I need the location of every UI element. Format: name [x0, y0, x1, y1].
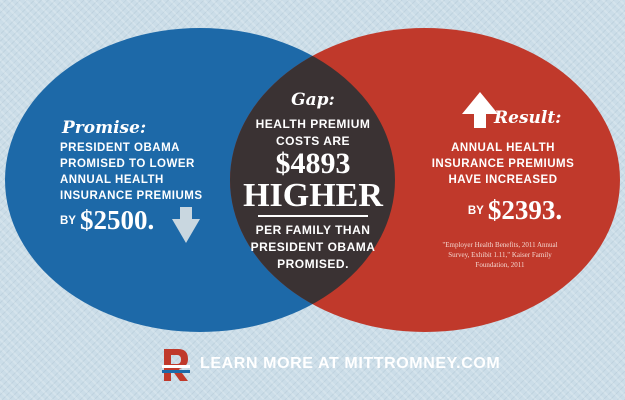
result-by: BY — [467, 204, 484, 217]
gap-text-bottom: PER FAMILY THAN PRESIDENT OBAMA PROMISED… — [250, 223, 376, 271]
up-arrow-icon — [462, 92, 498, 128]
footer-cta[interactable]: LEARN MORE AT MITTROMNEY.COM — [200, 355, 501, 372]
result-amount-row: BY $2393. — [430, 195, 600, 226]
gap-amount: $4893 — [275, 147, 351, 180]
result-text: ANNUAL HEALTH INSURANCE PREMIUMS HAVE IN… — [431, 142, 575, 186]
gap-divider — [258, 215, 368, 217]
result-amount: $2393. — [487, 195, 563, 225]
result-label: Result: — [494, 108, 562, 128]
promise-amount-row: BY $2500. — [60, 205, 260, 236]
promise-text: PRESIDENT OBAMA PROMISED TO LOWER ANNUAL… — [60, 142, 203, 202]
promise-label: Promise: — [62, 118, 147, 138]
romney-r-logo-icon — [162, 349, 190, 381]
down-arrow-icon — [172, 207, 200, 243]
footnote: "Employer Health Benefits, 2011 Annual S… — [442, 241, 558, 269]
gap-text-top: HEALTH PREMIUM COSTS ARE — [255, 117, 371, 148]
gap-overlap — [230, 28, 395, 332]
promise-by: BY — [60, 214, 76, 227]
gap-higher: HIGHER — [243, 177, 383, 214]
promise-amount: $2500. — [79, 205, 155, 235]
gap-label: Gap: — [291, 90, 335, 110]
